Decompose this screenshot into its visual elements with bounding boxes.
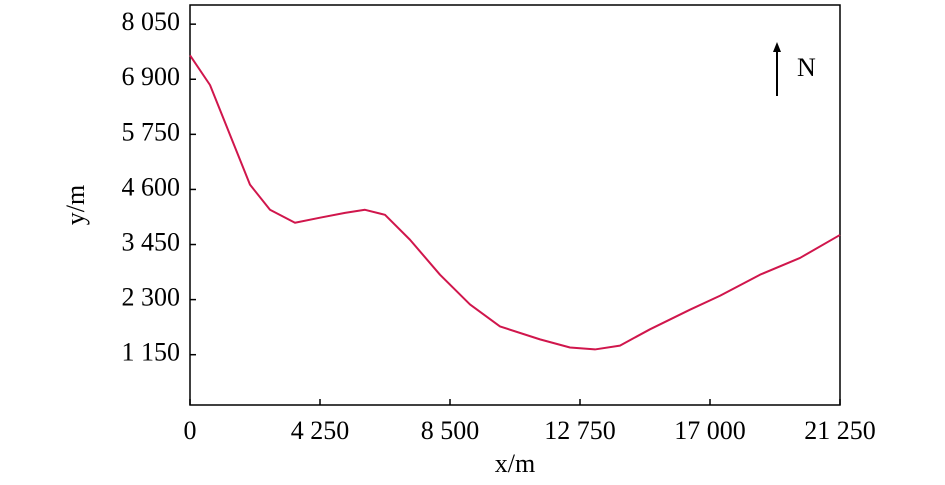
y-axis-label: y/m	[61, 185, 90, 225]
x-tick-label: 8 500	[421, 416, 480, 445]
y-tick-label: 2 300	[122, 283, 181, 312]
x-tick-label: 0	[184, 416, 197, 445]
data-line	[189, 54, 841, 351]
y-tick-label: 3 450	[122, 227, 181, 256]
y-tick-label: 5 750	[122, 117, 181, 146]
x-axis-label: x/m	[495, 449, 535, 478]
x-tick-label: 4 250	[291, 416, 350, 445]
plot-frame	[189, 4, 841, 406]
x-tick-label: 12 750	[544, 416, 616, 445]
x-tick-label: 21 250	[804, 416, 876, 445]
y-tick-label: 4 600	[122, 172, 181, 201]
y-tick-label: 6 900	[122, 62, 181, 91]
y-tick-label: 1 150	[122, 338, 181, 367]
north-label: N	[797, 53, 816, 82]
y-tick-label: 8 050	[122, 7, 181, 36]
north-arrow-head	[773, 42, 781, 52]
x-tick-label: 17 000	[674, 416, 746, 445]
